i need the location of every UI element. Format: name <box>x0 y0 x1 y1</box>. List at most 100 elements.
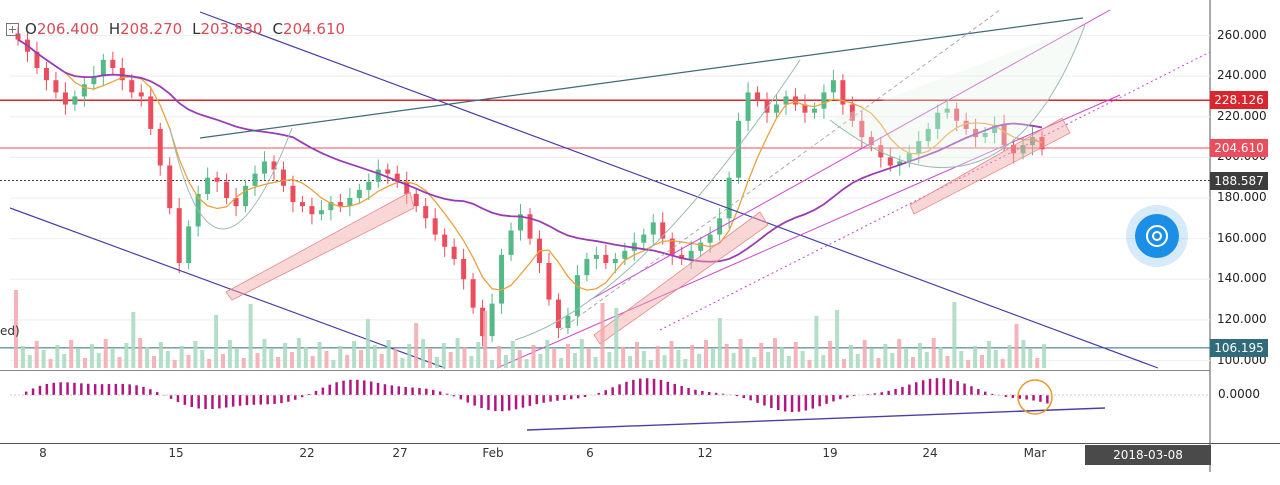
y-tick-4: 180.000 <box>1217 190 1267 204</box>
volume-bar-9 <box>76 349 80 368</box>
volume-bar-18 <box>138 338 142 368</box>
macd-bar-2 <box>32 388 35 395</box>
y-tick-2: 220.000 <box>1217 109 1267 123</box>
volume-bar-146 <box>1021 340 1025 368</box>
candle-81 <box>784 96 789 104</box>
candle-36 <box>357 190 362 198</box>
x-tick-5: 6 <box>586 446 594 460</box>
candle-82 <box>793 96 798 104</box>
volume-bar-56 <box>400 358 404 368</box>
macd-bar-139 <box>977 389 980 395</box>
volume-bar-126 <box>883 344 887 368</box>
macd-bar-80 <box>570 395 573 399</box>
macd-bar-85 <box>605 390 608 395</box>
volume-bar-63 <box>449 352 453 368</box>
volume-bar-16 <box>124 343 128 368</box>
candle-43 <box>423 206 428 218</box>
volume-bar-102 <box>718 318 722 368</box>
candle-17 <box>177 208 182 263</box>
close-label: C <box>273 20 283 38</box>
volume-bar-98 <box>690 345 694 368</box>
candle-12 <box>129 80 134 92</box>
candle-35 <box>347 198 352 206</box>
open-label: O <box>25 20 37 38</box>
arc-3 <box>830 25 1085 168</box>
macd-bar-22 <box>170 395 173 399</box>
candle-64 <box>622 251 627 259</box>
macd-bar-37 <box>273 395 276 404</box>
volume-bar-67 <box>476 342 480 368</box>
volume-bar-89 <box>628 356 632 368</box>
volume-bar-27 <box>200 350 204 368</box>
y-tick-5: 160.000 <box>1217 231 1267 245</box>
macd-bar-44 <box>322 388 325 395</box>
macd-bar-57 <box>411 387 414 395</box>
price-chart-canvas[interactable] <box>0 0 1280 472</box>
volume-bar-23 <box>173 360 177 368</box>
close-value: 204.610 <box>283 20 345 38</box>
volume-bar-95 <box>670 341 674 368</box>
candle-66 <box>641 235 646 243</box>
y-tick-7: 120.000 <box>1217 312 1267 326</box>
candle-15 <box>158 129 163 166</box>
volume-bar-8 <box>69 340 73 368</box>
macd-bar-6 <box>59 382 62 395</box>
macd-bar-127 <box>894 389 897 395</box>
volume-bar-55 <box>394 349 398 368</box>
macd-bar-118 <box>832 395 835 401</box>
volume-bar-45 <box>325 351 329 368</box>
macd-bar-46 <box>335 382 338 395</box>
high-label: H <box>109 20 120 38</box>
volume-bar-113 <box>794 342 798 368</box>
candle-4 <box>53 80 58 92</box>
x-tick-7: 19 <box>822 446 837 460</box>
x-tick-6: 12 <box>697 446 712 460</box>
volume-bar-141 <box>987 341 991 368</box>
candle-57 <box>556 300 561 328</box>
volume-bar-136 <box>952 302 956 368</box>
macd-bar-24 <box>184 395 187 405</box>
volume-bar-49 <box>352 341 356 368</box>
macd-bar-40 <box>294 395 297 400</box>
macd-bar-15 <box>122 384 125 395</box>
macd-bar-75 <box>536 395 539 404</box>
candle-56 <box>546 263 551 300</box>
macd-bar-71 <box>508 395 511 411</box>
volume-bar-66 <box>469 356 473 368</box>
macd-bar-59 <box>425 389 428 395</box>
candle-14 <box>148 96 153 129</box>
volume-bar-62 <box>442 343 446 368</box>
volume-bar-50 <box>359 350 363 368</box>
drawing-tool-button[interactable] <box>1126 205 1188 267</box>
volume-bar-57 <box>407 344 411 368</box>
volume-bar-124 <box>870 349 874 368</box>
volume-bar-64 <box>456 338 460 368</box>
volume-bar-114 <box>801 351 805 368</box>
expand-icon[interactable] <box>6 23 19 36</box>
macd-bar-148 <box>1039 395 1042 402</box>
candle-30 <box>300 202 305 206</box>
candle-24 <box>243 186 248 206</box>
macd-trend-line <box>527 408 1105 430</box>
macd-bar-129 <box>908 385 911 395</box>
ohlc-legend: O 206.400 H 208.270 L 203.830 C 204.610 <box>6 20 345 38</box>
volume-bar-94 <box>663 355 667 368</box>
macd-bar-72 <box>515 395 518 409</box>
macd-bar-146 <box>1025 395 1028 400</box>
macd-bar-117 <box>825 395 828 404</box>
macd-bar-11 <box>94 384 97 395</box>
open-value: 206.400 <box>37 20 99 38</box>
candle-85 <box>821 92 826 108</box>
macd-bar-106 <box>749 395 752 400</box>
x-tick-3: 27 <box>392 446 407 460</box>
candle-39 <box>385 170 390 174</box>
macd-bar-65 <box>467 395 470 403</box>
trading-chart[interactable]: O 206.400 H 208.270 L 203.830 C 204.610 … <box>0 0 1280 472</box>
volume-bar-21 <box>159 342 163 368</box>
candle-60 <box>584 259 589 275</box>
macd-bar-43 <box>315 391 318 395</box>
volume-bar-34 <box>249 304 253 368</box>
macd-bar-88 <box>625 382 628 395</box>
macd-bar-19 <box>149 389 152 395</box>
macd-bar-39 <box>287 395 290 402</box>
